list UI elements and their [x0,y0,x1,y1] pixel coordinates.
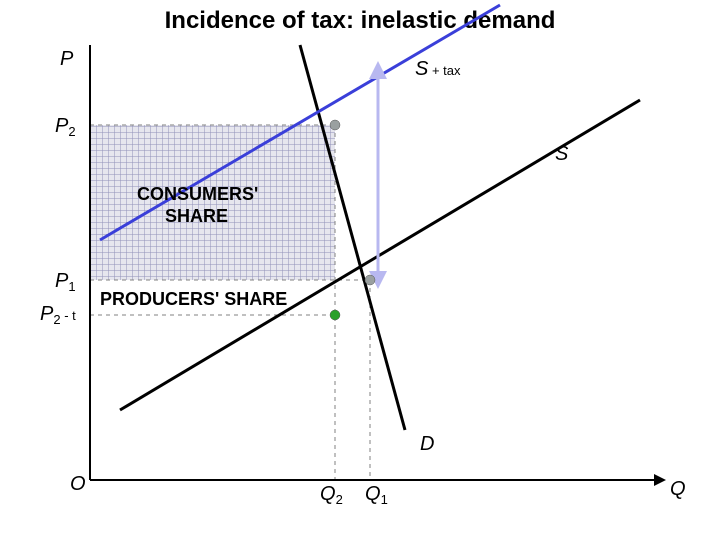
label-producers: PRODUCERS' SHARE [100,289,287,309]
label-P: P [60,48,74,70]
label-O: O [70,473,86,495]
chart-title: Incidence of tax: inelastic demand [165,7,556,34]
label-Q: Q [670,478,686,500]
intersection-dot [330,120,340,130]
label-consumers1: CONSUMERS' [137,184,258,204]
intersection-dot [330,310,340,320]
label-D: D [420,433,434,455]
intersection-dot [365,275,375,285]
label-consumers2: SHARE [165,206,228,226]
label-S: S [555,143,569,165]
